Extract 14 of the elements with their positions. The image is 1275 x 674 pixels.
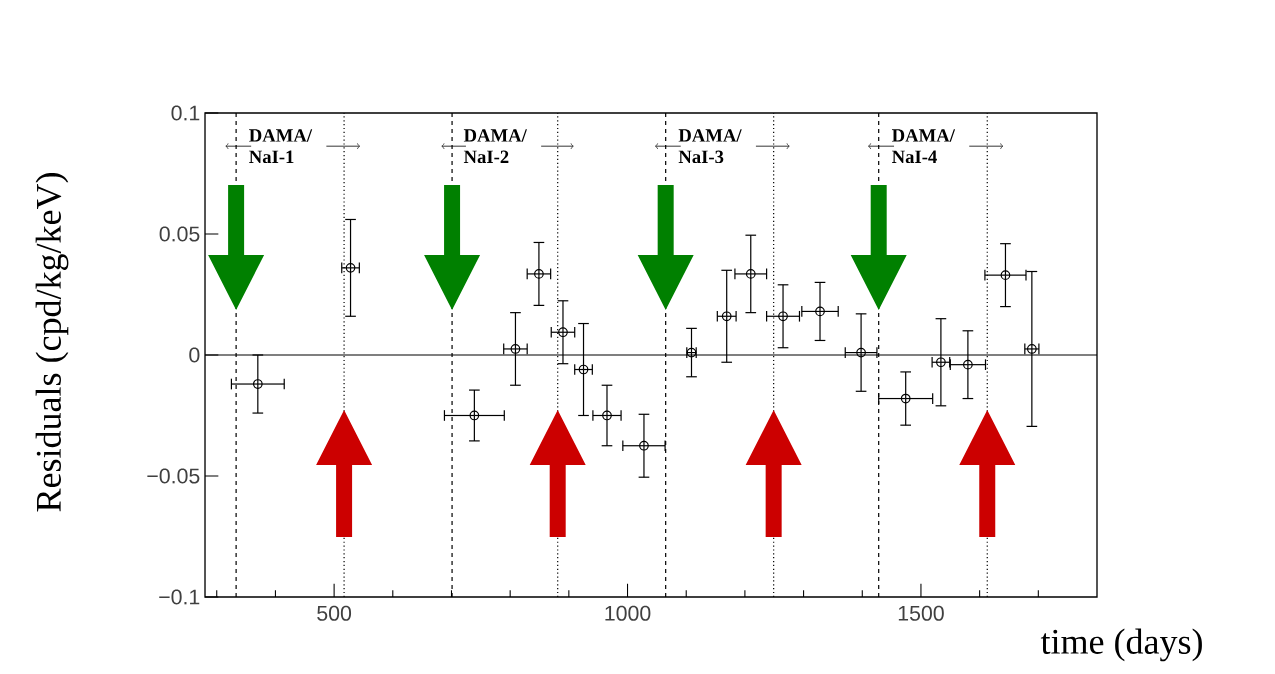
y-tick-label: −0.1 [159, 589, 200, 605]
annotation: DAMA/ NaI-3 [678, 129, 742, 164]
x-tick-label: 1000 [605, 605, 651, 621]
annotation: DAMA/ NaI-2 [463, 129, 527, 164]
y-tick-label: 0 [189, 347, 200, 363]
y-tick-label: 0.05 [159, 226, 200, 242]
annotation: DAMA/ NaI-4 [891, 129, 956, 164]
annotation: DAMA/ NaI-1 [249, 129, 313, 164]
y-axis-title: Residuals (cpd/kg/keV) [35, 173, 69, 512]
y-tick-label: −0.05 [147, 468, 200, 484]
x-tick-label: 1500 [898, 605, 944, 621]
y-tick-label: 0.1 [171, 105, 200, 121]
x-axis-title: time (days) [1040, 628, 1202, 662]
x-tick-label: 500 [317, 605, 352, 621]
